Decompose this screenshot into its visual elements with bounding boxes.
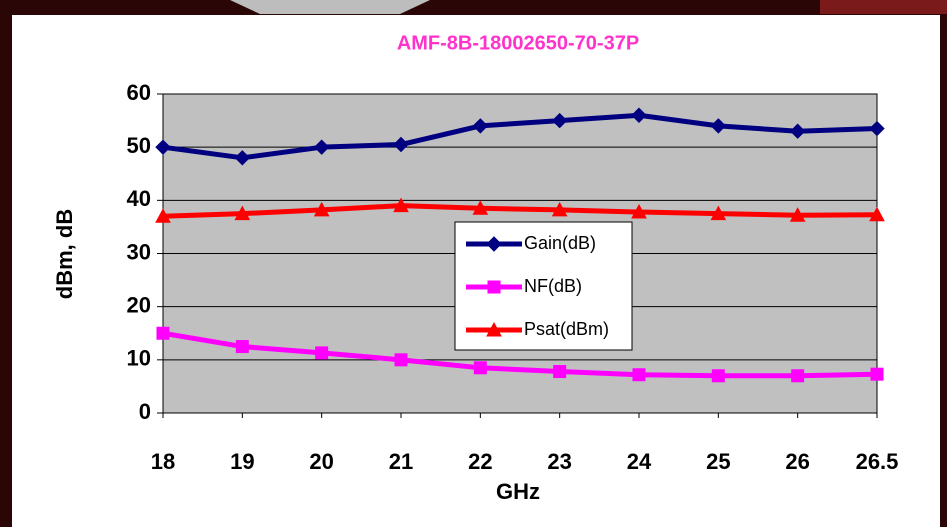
- data-point: [474, 362, 486, 374]
- y-tick-label: 0: [139, 399, 151, 424]
- x-tick-label: 26: [785, 449, 809, 474]
- page: {"chart_data": {"type": "line", "title":…: [0, 0, 947, 527]
- y-tick-label: 30: [127, 239, 151, 264]
- y-tick-label: 50: [127, 133, 151, 158]
- y-axis-label: dBm, dB: [52, 209, 77, 299]
- data-point: [157, 327, 169, 339]
- chart: AMF-8B-18002650-70-37P GHz dBm, dB 0 10 20…: [0, 0, 947, 527]
- x-tick-label: 24: [627, 449, 652, 474]
- x-tick-label: 26.5: [856, 449, 899, 474]
- data-point: [871, 368, 883, 380]
- y-tick-label: 10: [127, 346, 151, 371]
- y-tick-label: 60: [127, 80, 151, 105]
- x-tick-label: 25: [706, 449, 730, 474]
- x-tick-label: 19: [230, 449, 254, 474]
- data-point: [792, 370, 804, 382]
- legend-label: Gain(dB): [524, 233, 596, 253]
- data-point: [236, 341, 248, 353]
- x-tick-label: 18: [151, 449, 175, 474]
- x-tick-label: 20: [309, 449, 333, 474]
- legend: Gain(dB) NF(dB) Psat(dBm): [455, 222, 632, 350]
- data-point: [395, 354, 407, 366]
- y-tick-label: 40: [127, 186, 151, 211]
- x-tick-label: 21: [389, 449, 413, 474]
- x-axis-label: GHz: [496, 479, 540, 504]
- legend-marker: [488, 281, 500, 293]
- legend-label: Psat(dBm): [524, 319, 609, 339]
- data-point: [712, 370, 724, 382]
- data-point: [554, 366, 566, 378]
- x-tick-label: 23: [547, 449, 571, 474]
- data-point: [633, 369, 645, 381]
- x-tick-label: 22: [468, 449, 492, 474]
- y-tick-label: 20: [127, 292, 151, 317]
- device-image: [230, 0, 430, 14]
- legend-label: NF(dB): [524, 276, 582, 296]
- top-banner: [820, 0, 947, 14]
- data-point: [316, 347, 328, 359]
- chart-title: AMF-8B-18002650-70-37P: [397, 32, 639, 54]
